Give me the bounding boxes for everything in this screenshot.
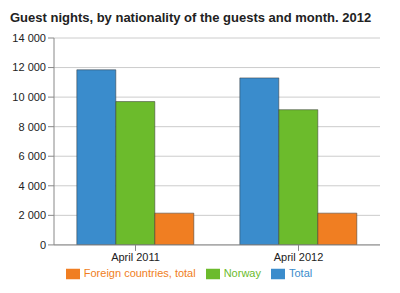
html-text:Foreign countries, total: Foreign countries, total	[83, 266, 196, 279]
svg-text:0: 0	[40, 239, 46, 251]
svg-text:10 000: 10 000	[12, 91, 46, 103]
svg-text:8 000: 8 000	[18, 121, 46, 133]
html-text:Norway: Norway	[223, 266, 261, 279]
svg-text:2 000: 2 000	[18, 209, 46, 221]
svg-text:April 2011: April 2011	[111, 251, 160, 263]
html-text:Guest nights, by nationality o: Guest nights, by nationality of the gues…	[10, 10, 372, 25]
svg-text:12 000: 12 000	[12, 61, 46, 73]
svg-text:6 000: 6 000	[18, 150, 46, 162]
svg-text:April 2012: April 2012	[274, 251, 324, 263]
svg-text:4 000: 4 000	[18, 180, 46, 192]
svg-text:14 000: 14 000	[12, 32, 46, 44]
html-text:Total: Total	[289, 266, 313, 279]
